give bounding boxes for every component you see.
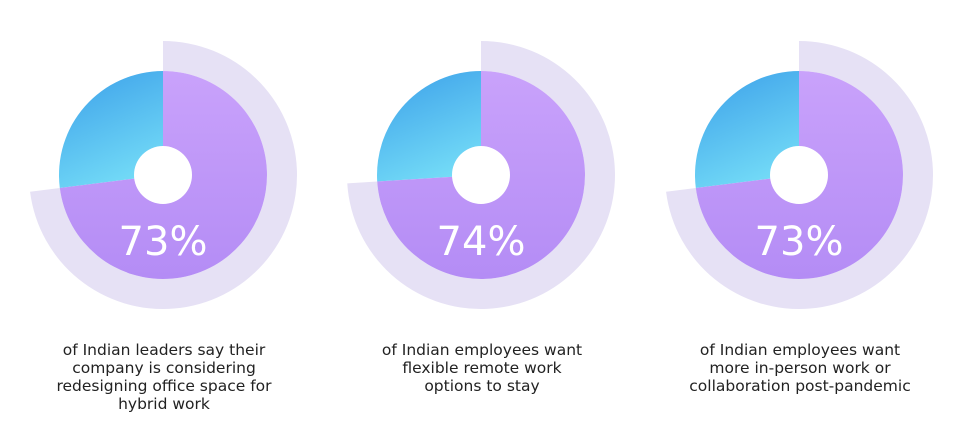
donut-chart-1: 73%: [30, 40, 298, 309]
caption-line: collaboration post-pandemic: [689, 377, 911, 395]
center-hole: [770, 146, 828, 204]
donut-chart-2: 74%: [347, 41, 615, 310]
remainder-slice: [695, 71, 799, 189]
caption-line: company is considering: [72, 359, 256, 377]
center-hole: [134, 146, 192, 204]
caption-line: of Indian leaders say their: [62, 341, 266, 359]
stat-caption-3: of Indian employees want more in-person …: [650, 341, 950, 395]
caption-line: hybrid work: [118, 395, 210, 413]
stat-caption-2: of Indian employees want flexible remote…: [332, 341, 632, 395]
value-label: 73%: [755, 219, 844, 265]
caption-line: more in-person work or: [709, 359, 891, 377]
remainder-slice: [377, 71, 481, 182]
caption-line: redesigning office space for: [56, 377, 272, 395]
caption-line: of Indian employees want: [381, 341, 583, 359]
stat-card-1: 73% of Indian leaders say their company …: [0, 0, 318, 447]
stat-caption-1: of Indian leaders say their company is c…: [14, 341, 314, 413]
stat-card-2: 74% of Indian employees want flexible re…: [318, 0, 636, 447]
value-label: 74%: [437, 219, 526, 265]
value-label: 73%: [119, 219, 208, 265]
stat-card-3: 73% of Indian employees want more in-per…: [636, 0, 954, 447]
caption-line: options to stay: [424, 377, 540, 395]
center-hole: [452, 146, 510, 204]
donut-chart-3: 73%: [666, 40, 934, 309]
remainder-slice: [59, 71, 164, 189]
caption-line: flexible remote work: [402, 359, 562, 377]
caption-line: of Indian employees want: [699, 341, 901, 359]
